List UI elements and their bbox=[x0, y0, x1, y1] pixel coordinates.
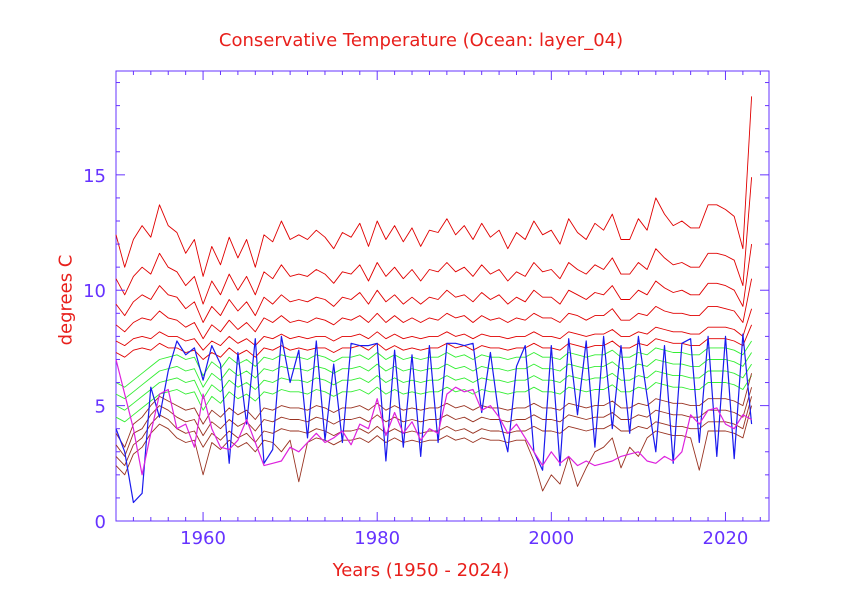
chart-title: Conservative Temperature (Ocean: layer_0… bbox=[218, 30, 624, 51]
y-tick-label: 5 bbox=[95, 397, 106, 418]
series-line-brown-2 bbox=[115, 387, 753, 457]
series-line-red-4 bbox=[115, 278, 753, 340]
x-tick-label: 2000 bbox=[528, 528, 574, 549]
plot-frame bbox=[115, 70, 770, 522]
x-tick-label: 1980 bbox=[354, 528, 400, 549]
x-axis-label: Years (1950 - 2024) bbox=[332, 560, 510, 581]
y-tick-label: 10 bbox=[83, 281, 106, 302]
series-layer bbox=[115, 96, 753, 504]
series-line-red-top bbox=[115, 96, 753, 277]
y-tick-label: 15 bbox=[83, 166, 106, 187]
series-line-magenta bbox=[115, 359, 752, 476]
series-line-red-6 bbox=[115, 324, 753, 360]
axis-layer: 1960 1980 2000 2020 0 5 10 15 bbox=[83, 71, 769, 549]
series-line-red-2 bbox=[115, 177, 753, 305]
x-tick-label: 1960 bbox=[180, 528, 226, 549]
series-line-blue bbox=[115, 333, 753, 504]
x-tick-label: 2020 bbox=[703, 528, 749, 549]
y-tick-label: 0 bbox=[95, 512, 106, 533]
series-line-brown-1 bbox=[115, 373, 753, 448]
series-line-green-1 bbox=[115, 340, 752, 388]
series-line-red-5 bbox=[115, 308, 753, 351]
series-line-green-3 bbox=[115, 363, 752, 411]
series-line-red-3 bbox=[115, 244, 753, 323]
